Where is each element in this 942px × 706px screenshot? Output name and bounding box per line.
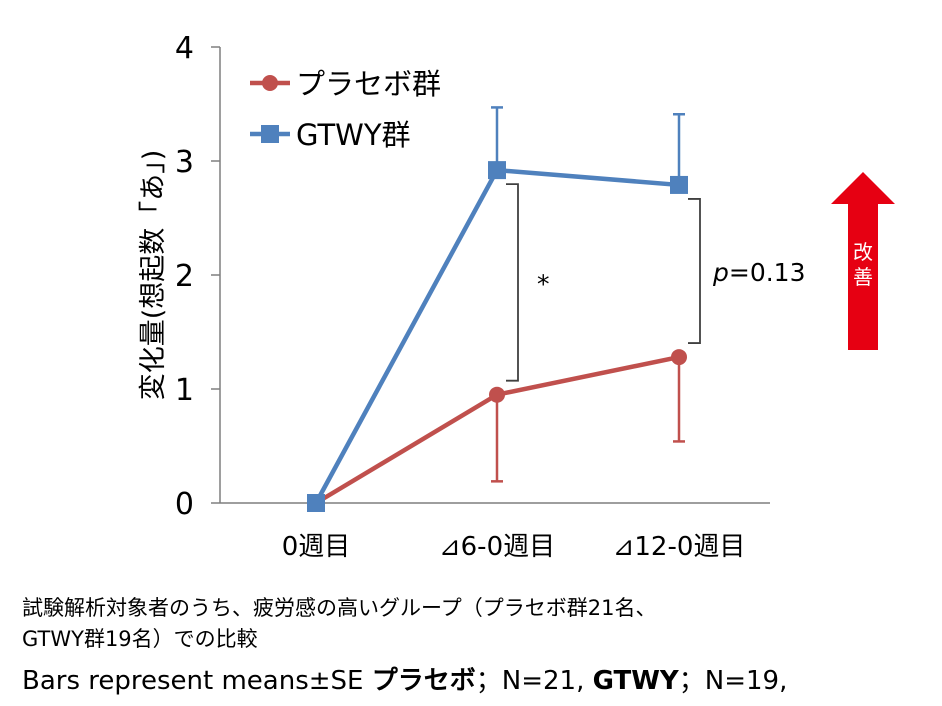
caption-gtwy-label: GTWY [592, 666, 679, 696]
significance-bracket [688, 198, 701, 344]
data-point-marker [670, 175, 688, 194]
y-tick-label: 1 [175, 373, 194, 408]
legend-marker [261, 125, 279, 143]
caption-line-1: 試験解析対象者のうち、疲労感の高いグループ（プラセボ群21名、 [22, 596, 657, 620]
legend-marker [262, 75, 278, 91]
arrow-label-bottom: 善 [853, 265, 873, 289]
y-axis-label: 変化量(想起数「あ」) [138, 150, 169, 401]
y-tick-label: 4 [175, 31, 194, 66]
improvement-arrow [831, 172, 895, 350]
arrow-label-top: 改 [853, 240, 873, 264]
y-tick-label: 2 [175, 259, 194, 294]
data-point-marker [671, 349, 687, 366]
caption-n-placebo: ；N=21, [475, 666, 593, 696]
data-point-marker [488, 161, 506, 180]
caption-line-3: Bars represent means±SE プラセボ；N=21, GTWY；… [22, 660, 787, 697]
y-tick-label: 3 [175, 145, 194, 180]
legend-label: GTWY群 [296, 118, 411, 152]
significance-label: * [537, 269, 550, 298]
significance-bracket [506, 183, 519, 382]
x-tick-label: ⊿12-0週目 [613, 532, 746, 562]
caption-bars-text: Bars represent means±SE [22, 666, 372, 696]
caption-line-2: GTWY群19名）での比較 [22, 627, 258, 651]
significance-label: p=0.13 [712, 258, 806, 287]
p-value: =0.13 [729, 258, 806, 287]
legend-label: プラセボ群 [296, 67, 441, 101]
data-point-marker [307, 494, 325, 512]
y-tick-label: 0 [175, 487, 194, 522]
caption-n-gtwy: ；N=19, [678, 666, 788, 696]
p-symbol: p [712, 258, 729, 287]
x-tick-label: 0週目 [282, 532, 351, 562]
caption-placebo-label: プラセボ [371, 666, 476, 696]
x-tick-label: ⊿6-0週目 [439, 532, 555, 562]
data-point-marker [489, 386, 505, 403]
chart-area: 0 1 2 3 4 0週目 ⊿6-0週目 ⊿12-0週目 変化量(想起数「あ」) プラセボ群 GTW… [138, 31, 895, 562]
line-chart: 0 1 2 3 4 0週目 ⊿6-0週目 ⊿12-0週目 変化量(想起数「あ」) プラセボ群 GTW… [138, 31, 895, 562]
